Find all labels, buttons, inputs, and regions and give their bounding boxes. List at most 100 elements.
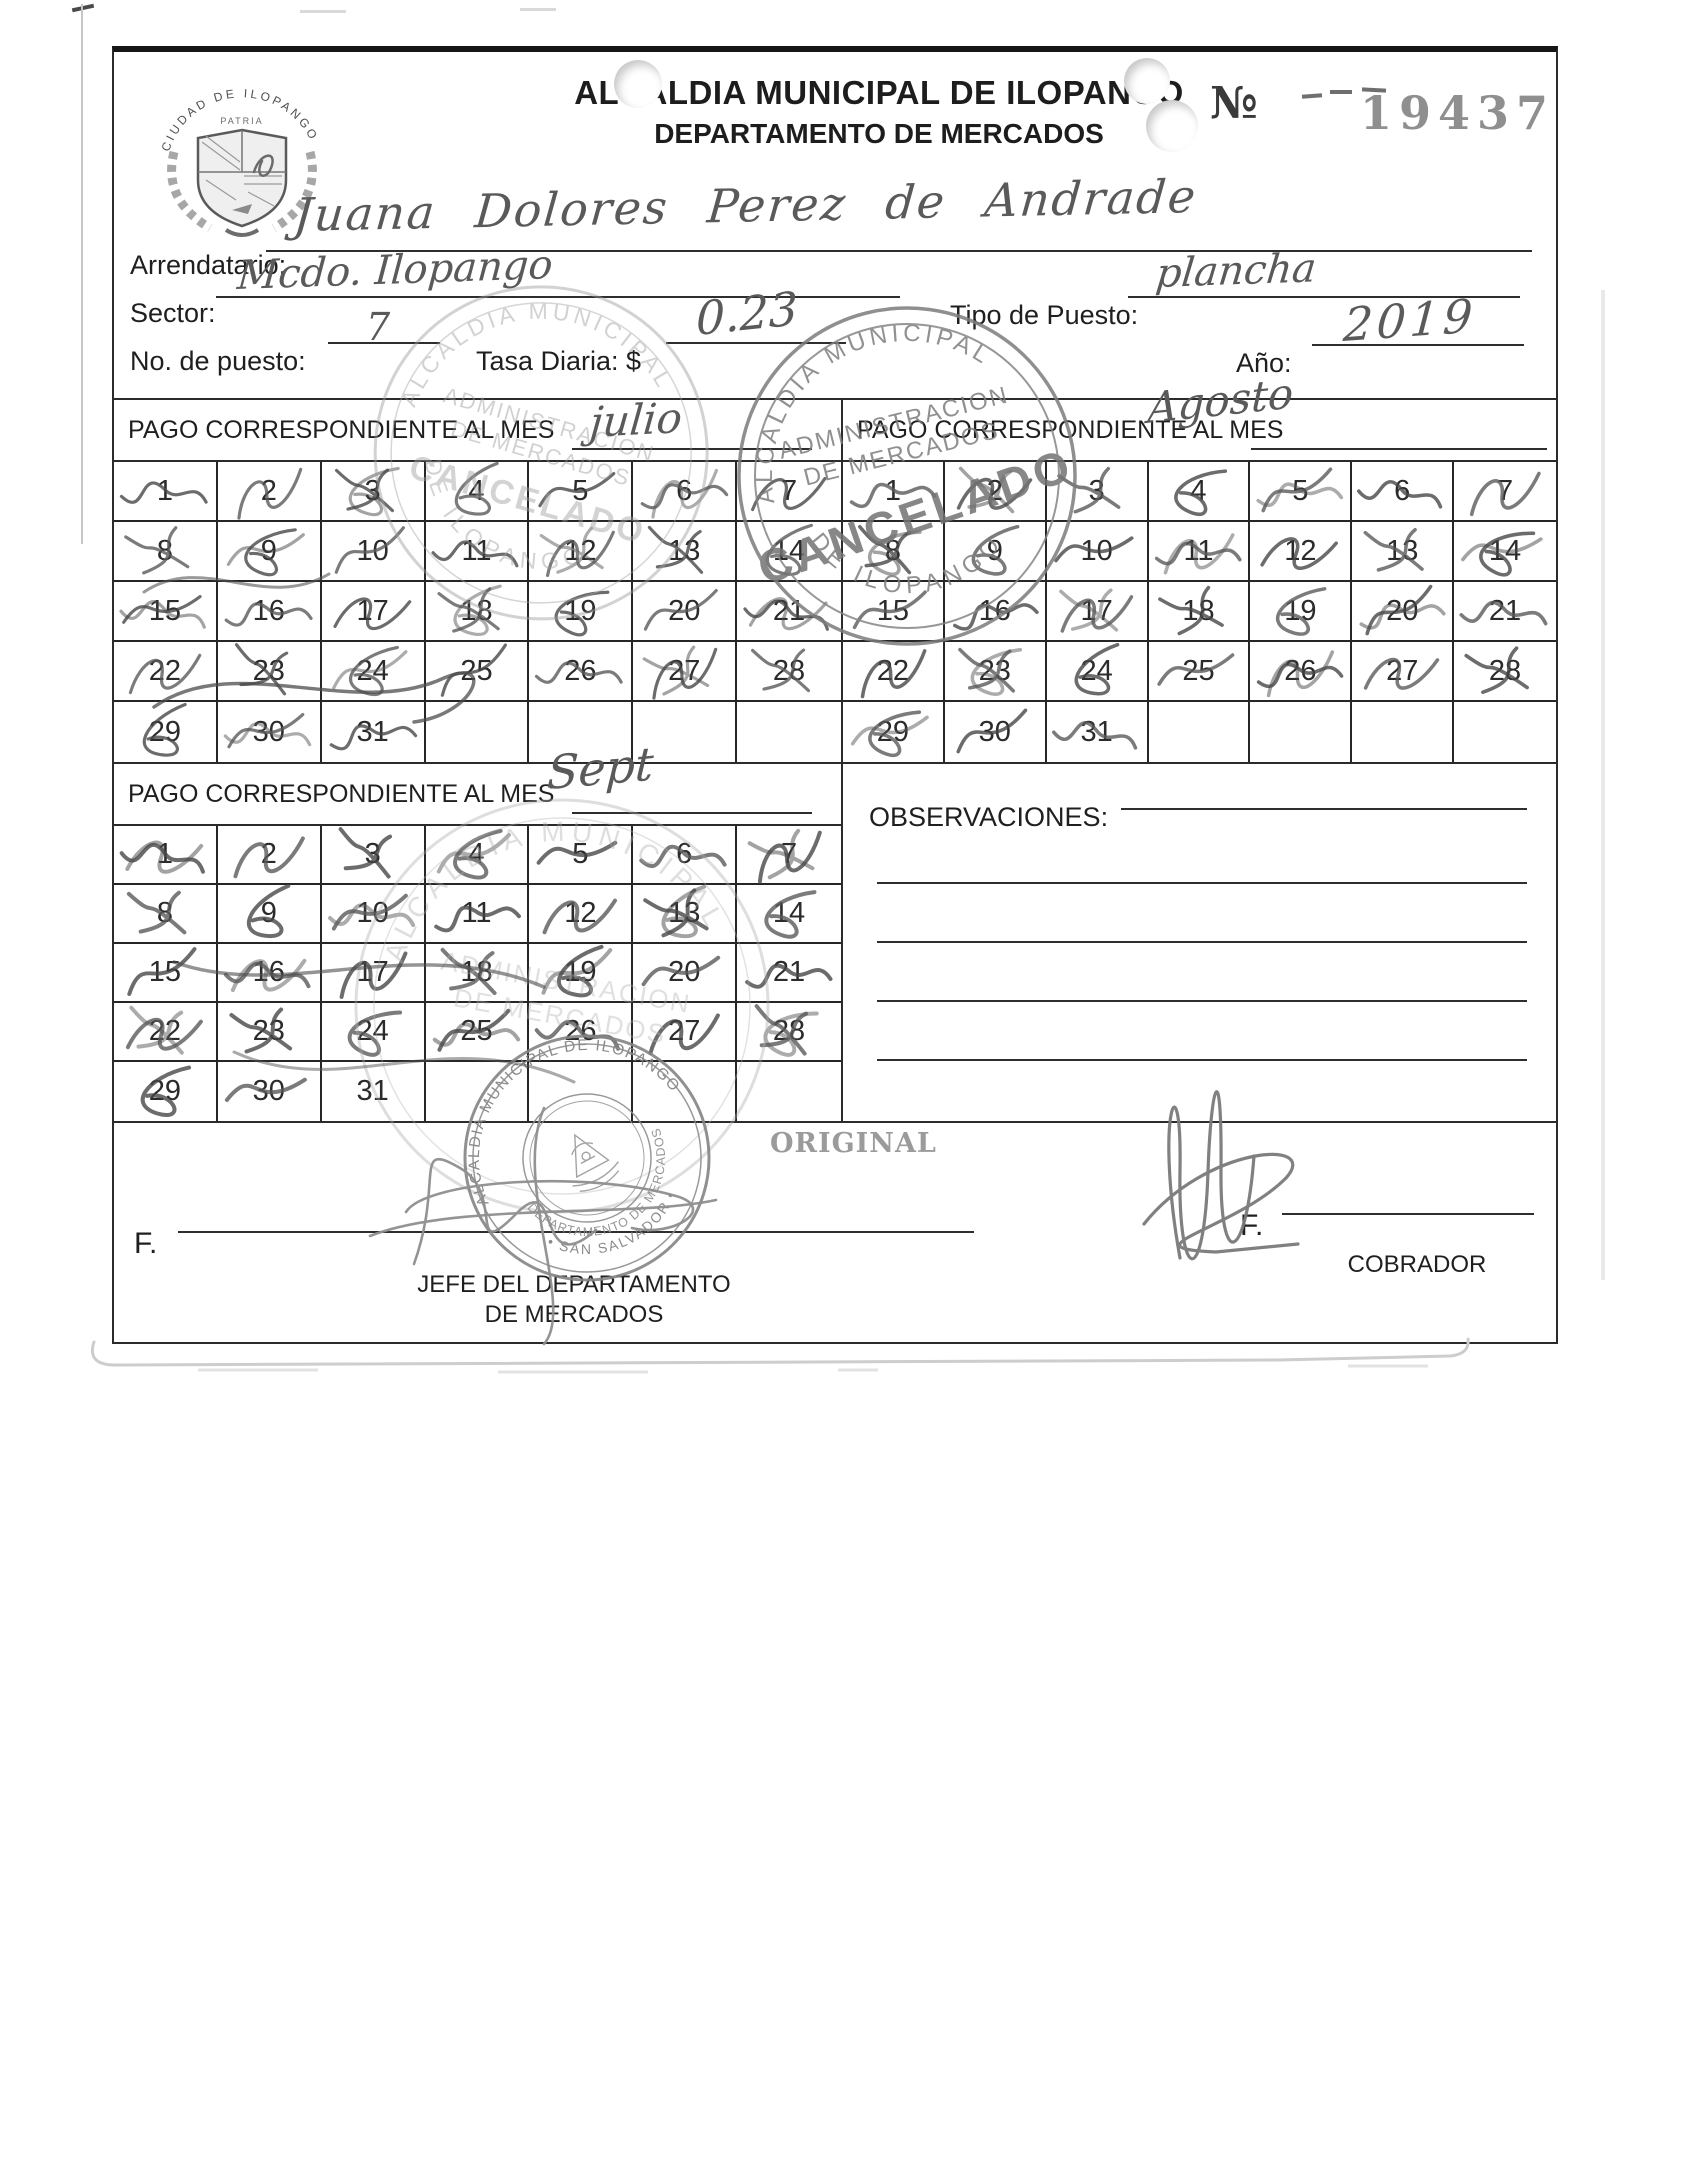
calendar-julio-grid: 1 2 3 4 5 6 7 8 9 10 11 12 13 14 15 16 17 18 19 20 21 22 23 24 2… (114, 461, 841, 762)
observaciones-label: OBSERVACIONES: (869, 802, 1109, 832)
day-cell: 7 (737, 826, 841, 885)
pago-mes-caption: PAGO CORRESPONDIENTE AL MES (128, 780, 555, 808)
day-cell: 21 (737, 582, 841, 642)
pen-mark (436, 828, 511, 880)
day-cell: 28 (737, 1003, 841, 1062)
pen-mark (334, 466, 400, 517)
day-cell: 17 (321, 582, 426, 642)
observaciones-line (877, 1000, 1527, 1002)
jefe-role-line2: DE MERCADOS (484, 1301, 664, 1328)
day-cell: 2 (217, 826, 322, 885)
day-cell: 25 (1148, 642, 1251, 702)
pen-mark (440, 947, 497, 996)
crest-motto: PATRIA (220, 116, 263, 126)
day-cell: 28 (1454, 642, 1556, 702)
mes-line (572, 448, 812, 450)
day-cell: 26 (529, 642, 634, 702)
day-cell: 4 (425, 826, 530, 885)
pen-mark (535, 661, 624, 684)
tasa-diaria-value-handwritten: 0.23 (696, 281, 798, 347)
pen-mark (764, 890, 817, 939)
day-number: 2 (260, 474, 277, 507)
day-number: 4 (1190, 474, 1207, 507)
day-cell: 10 (321, 522, 426, 582)
day-cell: 26 (1250, 642, 1353, 702)
arrendatario-value-handwritten: Juana Dolores Perez de Andrade (291, 168, 1200, 243)
day-cell: 30 (218, 1062, 322, 1121)
day-cell: 9 (217, 522, 322, 582)
day-cell: 1 (114, 826, 218, 885)
pen-mark (1363, 527, 1425, 572)
form-title: ALCALDIA MUNICIPAL DE ILOPANGO DEPARTAME… (454, 74, 1304, 150)
day-number: 13 (668, 534, 701, 567)
scan-hole-blob (1124, 58, 1170, 104)
pen-mark (119, 595, 206, 629)
pen-mark (747, 828, 822, 884)
day-cell: 26 (529, 1003, 634, 1062)
day-cell: 13 (633, 522, 738, 582)
day-cell: 19 (1250, 582, 1353, 642)
calendar-sept-header: PAGO CORRESPONDIENTE AL MES Sept (114, 736, 841, 826)
pen-mark (223, 712, 312, 749)
day-cell: 31 (322, 702, 426, 762)
pen-mark (1470, 471, 1541, 517)
day-cell: 27 (633, 1003, 738, 1062)
pen-mark (126, 890, 187, 935)
scan-edge-mark (71, 3, 95, 13)
tipo-puesto-line (1128, 296, 1520, 298)
day-cell: 11 (425, 885, 530, 944)
day-cell: 30 (218, 702, 322, 762)
pen-mark (1051, 721, 1137, 750)
day-cell (633, 702, 738, 762)
pen-mark (431, 540, 519, 568)
pen-mark (644, 588, 719, 631)
day-cell (426, 702, 530, 762)
crest-shield (196, 128, 288, 228)
signature-line-right (1282, 1213, 1534, 1215)
day-cell: 12 (529, 522, 634, 582)
mes-line (1251, 448, 1547, 450)
pen-mark (233, 836, 305, 879)
pen-mark (1357, 480, 1443, 509)
day-cell: 25 (425, 642, 530, 702)
original-watermark: ORIGINAL (770, 1128, 937, 1159)
day-cell: 12 (529, 885, 634, 944)
no-puesto-value-handwritten: 7 (366, 305, 391, 349)
day-cell: 9 (217, 883, 322, 944)
day-cell: 21 (737, 944, 841, 1003)
day-cell: 8 (843, 522, 945, 582)
pen-mark (956, 466, 1033, 514)
day-cell: 1 (114, 462, 218, 522)
day-cell (1149, 702, 1251, 762)
title-line-2: DEPARTAMENTO DE MERCADOS (654, 118, 1104, 149)
pen-mark (641, 955, 721, 987)
pen-mark (958, 647, 1022, 696)
observaciones-line (1121, 808, 1527, 810)
pen-mark (333, 597, 411, 631)
f-label-right: F. (1240, 1209, 1264, 1242)
day-cell: 31 (322, 1062, 426, 1121)
anio-label: Año: (1236, 348, 1292, 378)
day-cell: 5 (529, 462, 634, 522)
scan-hole-blob (614, 60, 662, 108)
day-cell: 24 (321, 1003, 426, 1062)
pen-mark (334, 526, 405, 574)
pen-mark (226, 528, 305, 577)
day-cell: 3 (321, 462, 426, 522)
pen-mark (852, 590, 927, 630)
pen-mark (535, 1019, 621, 1051)
day-cell: 18 (1148, 582, 1251, 642)
stamp-dash (1330, 90, 1352, 94)
pen-mark (745, 963, 833, 989)
pen-mark (237, 467, 303, 520)
pen-mark (224, 1077, 307, 1102)
pen-mark (751, 476, 827, 512)
day-cell: 5 (529, 826, 634, 885)
pen-mark (224, 602, 313, 627)
day-cell: 31 (1047, 702, 1149, 762)
pen-mark (1464, 646, 1530, 694)
day-cell (1352, 702, 1455, 762)
day-cell: 28 (737, 642, 841, 702)
